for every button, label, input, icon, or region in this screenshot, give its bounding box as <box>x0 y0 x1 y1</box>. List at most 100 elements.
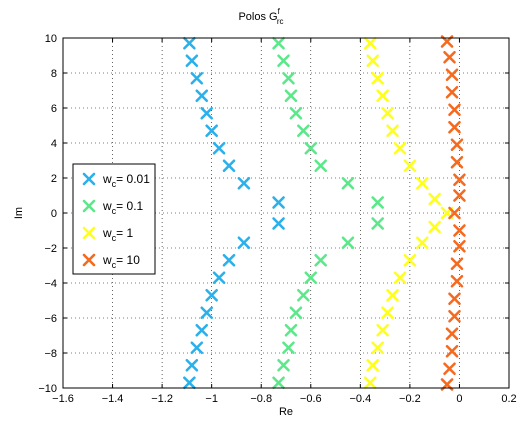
y-tick-label: −2 <box>44 243 57 255</box>
chart-title: Polos Gf rc <box>238 7 283 26</box>
data-points <box>183 35 466 391</box>
x-tick-label: −1.6 <box>52 393 74 405</box>
y-tick-label: 10 <box>45 33 57 45</box>
series-0 <box>183 36 285 390</box>
pole-marker <box>195 89 209 103</box>
pole-marker <box>190 341 204 355</box>
x-tick-label: −1.2 <box>151 393 173 405</box>
pole-marker <box>415 236 429 250</box>
pole-marker <box>366 54 380 68</box>
y-tick-label: −6 <box>44 313 57 325</box>
pole-marker <box>453 239 466 253</box>
pole-marker <box>450 138 464 152</box>
legend-entry: wc= 0.1 <box>82 199 144 216</box>
pole-marker <box>448 103 461 117</box>
chart-title-main: Polos G <box>238 11 277 23</box>
pole-marker <box>205 288 218 302</box>
chart-title-superscript: f <box>278 7 281 16</box>
pole-marker <box>277 54 290 68</box>
pole-marker <box>448 206 461 220</box>
chart-title-subscript: rc <box>277 17 284 26</box>
pole-marker <box>341 176 355 190</box>
pole-marker <box>386 124 399 138</box>
x-tick-label: −0.8 <box>250 393 272 405</box>
pole-marker <box>376 323 389 337</box>
x-tick-label: −0.6 <box>300 393 322 405</box>
pole-marker <box>200 306 214 320</box>
pole-marker <box>443 50 456 64</box>
pole-marker <box>341 236 355 250</box>
pole-marker <box>428 192 441 206</box>
pole-marker <box>304 141 318 155</box>
pole-marker <box>443 362 456 376</box>
pole-marker <box>297 124 310 138</box>
pole-marker <box>428 220 441 234</box>
legend-entry: wc= 1 <box>82 226 134 243</box>
pole-marker <box>450 257 464 271</box>
pole-marker <box>272 217 285 230</box>
pole-marker <box>445 344 459 358</box>
pole-marker <box>393 141 407 155</box>
pole-marker <box>363 36 377 50</box>
pole-marker <box>376 89 389 103</box>
legend-marker <box>82 199 96 213</box>
pole-marker <box>284 89 298 103</box>
pole-marker <box>183 36 196 50</box>
pole-marker <box>393 271 407 285</box>
y-tick-label: 4 <box>51 138 57 150</box>
pole-marker <box>205 124 218 138</box>
pole-marker <box>185 358 199 372</box>
pole-marker <box>371 196 384 209</box>
pole-marker <box>212 141 226 155</box>
pole-marker <box>200 106 214 120</box>
pole-marker <box>403 159 417 173</box>
legend-entry: wc= 0.01 <box>82 172 150 189</box>
pole-marker <box>371 71 384 85</box>
pole-marker <box>289 106 303 120</box>
pole-marker <box>304 271 318 285</box>
legend-label: wc= 0.1 <box>102 199 144 216</box>
pole-marker <box>453 189 466 202</box>
x-tick-label: −0.2 <box>399 393 421 405</box>
pole-marker <box>453 224 466 237</box>
y-tick-label: −4 <box>44 278 57 290</box>
pole-marker <box>284 323 298 337</box>
pole-marker <box>403 253 417 267</box>
pole-marker <box>363 376 377 390</box>
pole-marker <box>371 217 384 230</box>
pole-marker <box>272 376 285 390</box>
y-tick-label: 0 <box>51 208 57 220</box>
pole-marker <box>222 159 236 173</box>
pole-marker <box>448 292 461 306</box>
pole-marker <box>272 196 285 209</box>
x-axis-label: Re <box>279 406 293 418</box>
pole-marker <box>195 323 209 337</box>
pole-marker <box>237 236 251 250</box>
pole-marker <box>282 71 295 85</box>
y-axis-label: Im <box>13 207 25 219</box>
pole-marker <box>289 306 303 320</box>
series-2 <box>363 36 454 390</box>
y-tick-label: 2 <box>51 173 57 185</box>
legend-label: wc= 0.01 <box>102 172 150 189</box>
axis-ticks: −1.6 −1.4 −1.2 −1 −0.8 −0.6 −0.4 −0.2 0 0.2 −10 −8 −… <box>38 33 516 405</box>
pole-marker <box>445 327 459 341</box>
x-tick-label: −1.4 <box>102 393 124 405</box>
pole-marker <box>314 159 327 173</box>
pole-marker <box>314 253 327 267</box>
pole-marker <box>448 120 461 134</box>
pole-marker <box>277 358 290 372</box>
legend: wc= 0.01 wc= 0.1 wc= 1 wc= 10 <box>72 163 156 275</box>
legend-marker <box>82 253 96 267</box>
pole-marker <box>185 54 199 68</box>
series-1 <box>272 36 384 390</box>
y-tick-label: 8 <box>51 68 57 80</box>
pole-marker <box>222 253 236 267</box>
pole-marker <box>381 106 394 120</box>
pole-marker <box>366 358 380 372</box>
pole-marker <box>386 288 399 302</box>
legend-marker <box>82 226 96 240</box>
pole-marker <box>381 306 394 320</box>
y-tick-label: −8 <box>44 348 57 360</box>
